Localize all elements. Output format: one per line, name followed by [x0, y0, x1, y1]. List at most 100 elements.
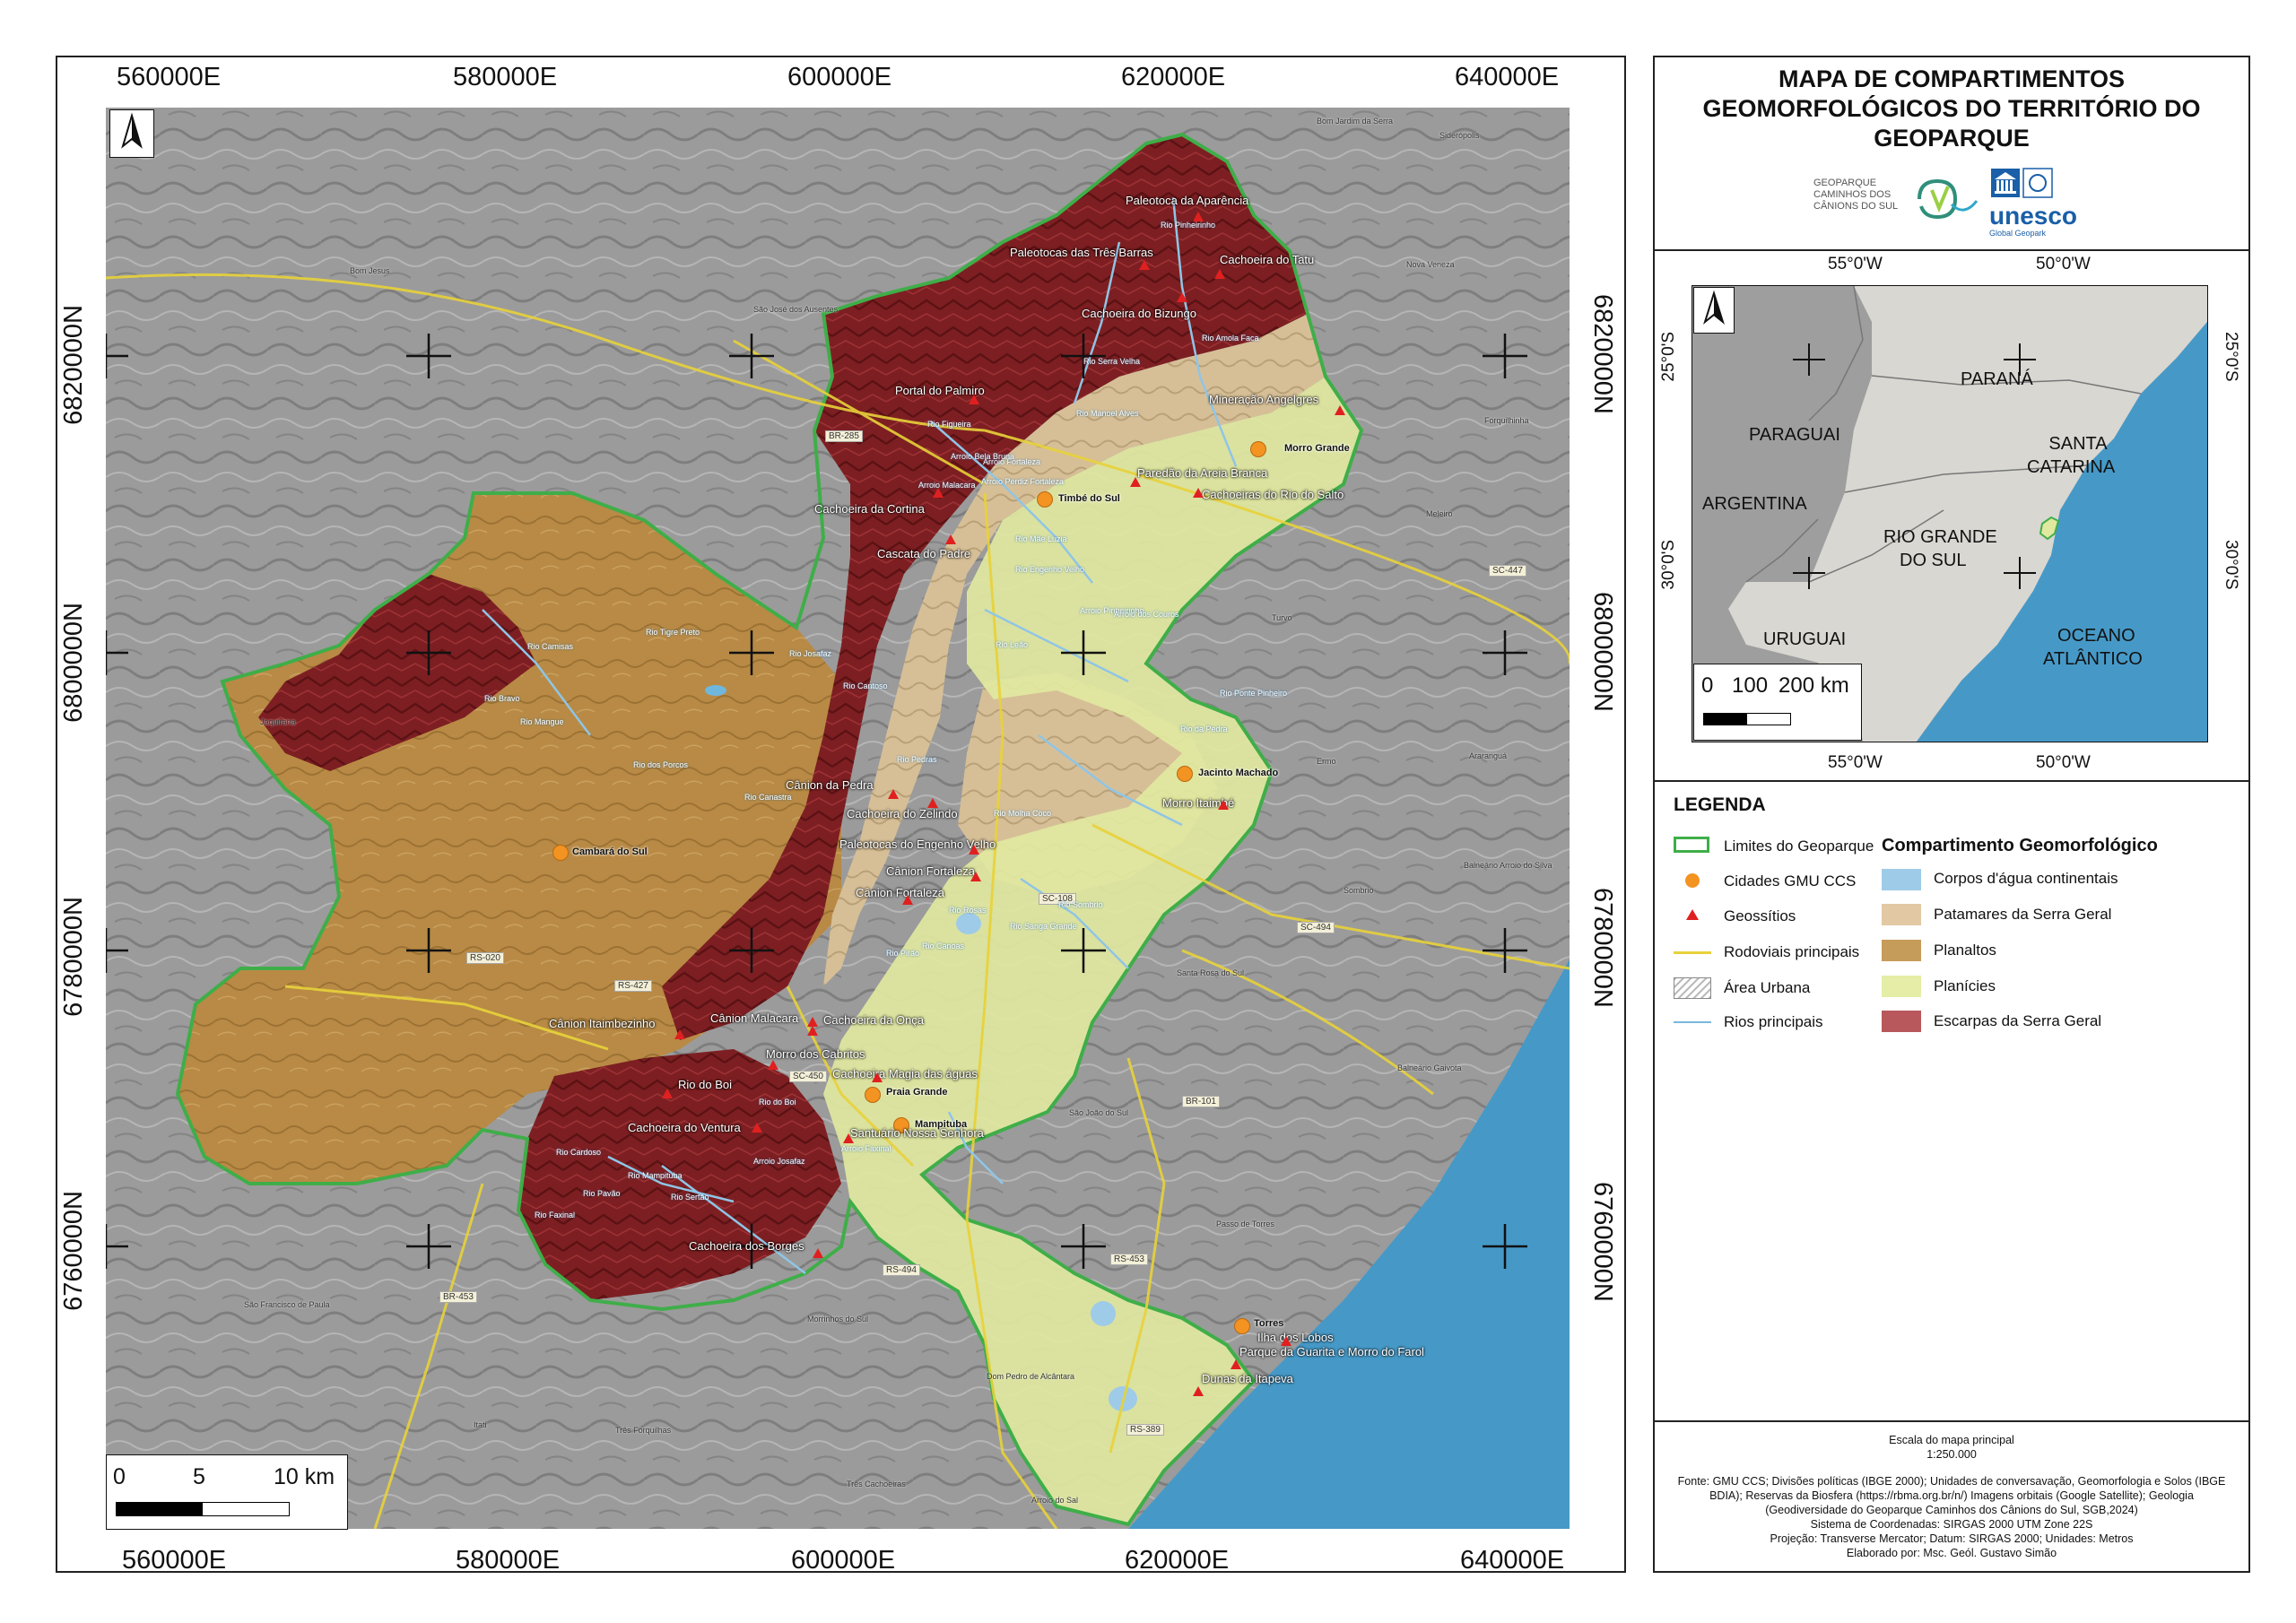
compartment-swatch	[1882, 1011, 1921, 1032]
river-label: Rio Cardoso	[556, 1148, 602, 1157]
compartment-swatch	[1882, 976, 1921, 997]
geosite-marker[interactable]	[888, 789, 899, 799]
place-label: São Francisco de Paula	[244, 1300, 330, 1309]
river-label: Rio Cantoso	[843, 681, 888, 690]
compartment-swatch	[1882, 904, 1921, 925]
geosite-marker[interactable]	[970, 872, 981, 881]
river-label: Rio Camisas	[527, 642, 574, 651]
inset-label: DO SUL	[1900, 551, 1967, 570]
place-label: Santa Rosa do Sul	[1177, 968, 1245, 977]
city-label: Cambará do Sul	[572, 846, 648, 857]
river-label: Rio Engenho Velho	[1015, 565, 1085, 574]
compartment-swatch	[1882, 869, 1921, 890]
geosite-marker[interactable]	[1335, 405, 1345, 415]
inset-north-arrow	[1693, 287, 1735, 334]
geosite-label: Cachoeira do Zelindo	[847, 807, 958, 820]
city-marker[interactable]	[1250, 441, 1266, 457]
inset-tick: 55°0'W	[1828, 255, 1883, 273]
geosite-marker[interactable]	[1193, 488, 1204, 498]
inset-tick: 25°0'S	[1659, 332, 1678, 382]
geosite-marker[interactable]	[674, 1029, 685, 1039]
river-label: Arroio Perdiz Fortaleza	[981, 477, 1065, 486]
geosite-marker[interactable]	[768, 1060, 778, 1070]
geosite-label: Cachoeira do Ventura	[628, 1121, 741, 1134]
geosite-label: Cânion Itaimbezinho	[549, 1017, 656, 1030]
place-label: Arroio do Sal	[1031, 1496, 1079, 1505]
unesco-temple-icon	[1991, 168, 2053, 198]
geosite-label: Santuário Nossa Senhora	[850, 1126, 984, 1140]
river-label: Rio Rosas	[949, 906, 987, 915]
map-title: MAPA DE COMPARTIMENTOS GEOMORFOLÓGICOS D…	[1702, 65, 2201, 152]
city-marker[interactable]	[1177, 766, 1193, 782]
river-label: Rio Tigre Preto	[646, 628, 700, 637]
scale-label: 5	[193, 1464, 205, 1489]
place-label: Três Cachoeiras	[847, 1480, 906, 1488]
river-label: Rio dos Porcos	[633, 760, 689, 769]
y-tick-right: 6800000N	[1588, 592, 1617, 712]
geoparque-logo: GEOPARQUE CAMINHOS DOS CÂNIONS DO SUL	[1813, 178, 1899, 212]
inset-scale-bar: 0 100 200 km	[1693, 664, 1862, 741]
x-tick-bottom: 640000E	[1460, 1546, 1565, 1575]
unesco-logo: unesco Global Geopark	[1989, 167, 2077, 238]
city-label: Torres	[1254, 1318, 1284, 1329]
river-label: Arroio Faxinal	[841, 1144, 891, 1153]
geosite-marker[interactable]	[807, 1017, 818, 1027]
scale-label: 0	[113, 1464, 126, 1489]
geosite-marker[interactable]	[843, 1133, 854, 1143]
geosite-marker[interactable]	[1214, 269, 1225, 279]
inset-label: OCEANO	[2057, 626, 2135, 646]
river-label: Rio Mãe Luzia	[1015, 534, 1067, 543]
river-label: Rio Canastra	[744, 793, 792, 802]
place-label: Bom Jesus	[350, 266, 390, 275]
x-tick-bottom: 600000E	[791, 1546, 896, 1575]
geosite-marker[interactable]	[1281, 1336, 1292, 1346]
geosite-marker[interactable]	[969, 395, 979, 404]
scale-label: 10 km	[274, 1464, 335, 1489]
panel-divider	[1653, 780, 2250, 782]
geosite-marker[interactable]	[872, 1072, 883, 1082]
city-symbol	[1685, 873, 1700, 888]
city-marker[interactable]	[1234, 1318, 1250, 1334]
y-tick-left: 6780000N	[59, 897, 88, 1017]
geosite-marker[interactable]	[1177, 292, 1187, 302]
place-label: Balneário Gaivota	[1397, 1063, 1462, 1072]
geosite-label: Parque da Guarita e Morro do Farol	[1239, 1345, 1424, 1358]
boundary-symbol	[1674, 837, 1709, 853]
city-marker[interactable]	[552, 845, 569, 861]
road-symbol	[1674, 951, 1711, 954]
city-marker[interactable]	[893, 1117, 909, 1133]
place-label: Bom Jardim da Serra	[1317, 117, 1394, 126]
geosite-marker[interactable]	[1231, 1359, 1241, 1369]
geosite-marker[interactable]	[1193, 1386, 1204, 1396]
geosite-marker[interactable]	[927, 798, 938, 808]
geosite-marker[interactable]	[1193, 212, 1204, 221]
geosite-marker[interactable]	[1130, 477, 1141, 487]
place-label: Passo de Torres	[1216, 1219, 1274, 1228]
city-label: Jacinto Machado	[1198, 768, 1279, 778]
main-map[interactable]	[106, 108, 1570, 1529]
place-label: Turvo	[1272, 613, 1292, 622]
city-marker[interactable]	[1037, 491, 1053, 508]
geosite-marker[interactable]	[752, 1123, 762, 1133]
scale-title: Escala do mapa principal	[1889, 1434, 2014, 1446]
river-label: Rio Pinheirinho	[1161, 221, 1216, 230]
geosite-marker[interactable]	[1218, 800, 1229, 810]
city-marker[interactable]	[865, 1087, 881, 1103]
river-label: Arroio Josafaz	[753, 1157, 805, 1166]
road-label: SC-450	[789, 1071, 827, 1082]
geosite-marker[interactable]	[1139, 260, 1150, 270]
geosite-marker[interactable]	[933, 488, 944, 498]
y-tick-right: 6760000N	[1588, 1182, 1617, 1302]
geosite-marker[interactable]	[662, 1089, 673, 1098]
river-label: Rio Josafaz	[789, 649, 832, 658]
geosite-marker[interactable]	[902, 895, 913, 905]
inset-label: PARAGUAI	[1749, 425, 1840, 445]
geosite-marker[interactable]	[813, 1248, 823, 1258]
x-tick-bottom: 580000E	[456, 1546, 561, 1575]
geosite-marker[interactable]	[969, 845, 979, 855]
geosite-marker[interactable]	[945, 534, 956, 544]
legend-item: Rodoviais principais	[1724, 943, 1860, 960]
legend-item: Rios principais	[1724, 1013, 1823, 1030]
geosite-marker[interactable]	[807, 1026, 818, 1036]
compartment-label: Patamares da Serra Geral	[1934, 906, 2112, 923]
